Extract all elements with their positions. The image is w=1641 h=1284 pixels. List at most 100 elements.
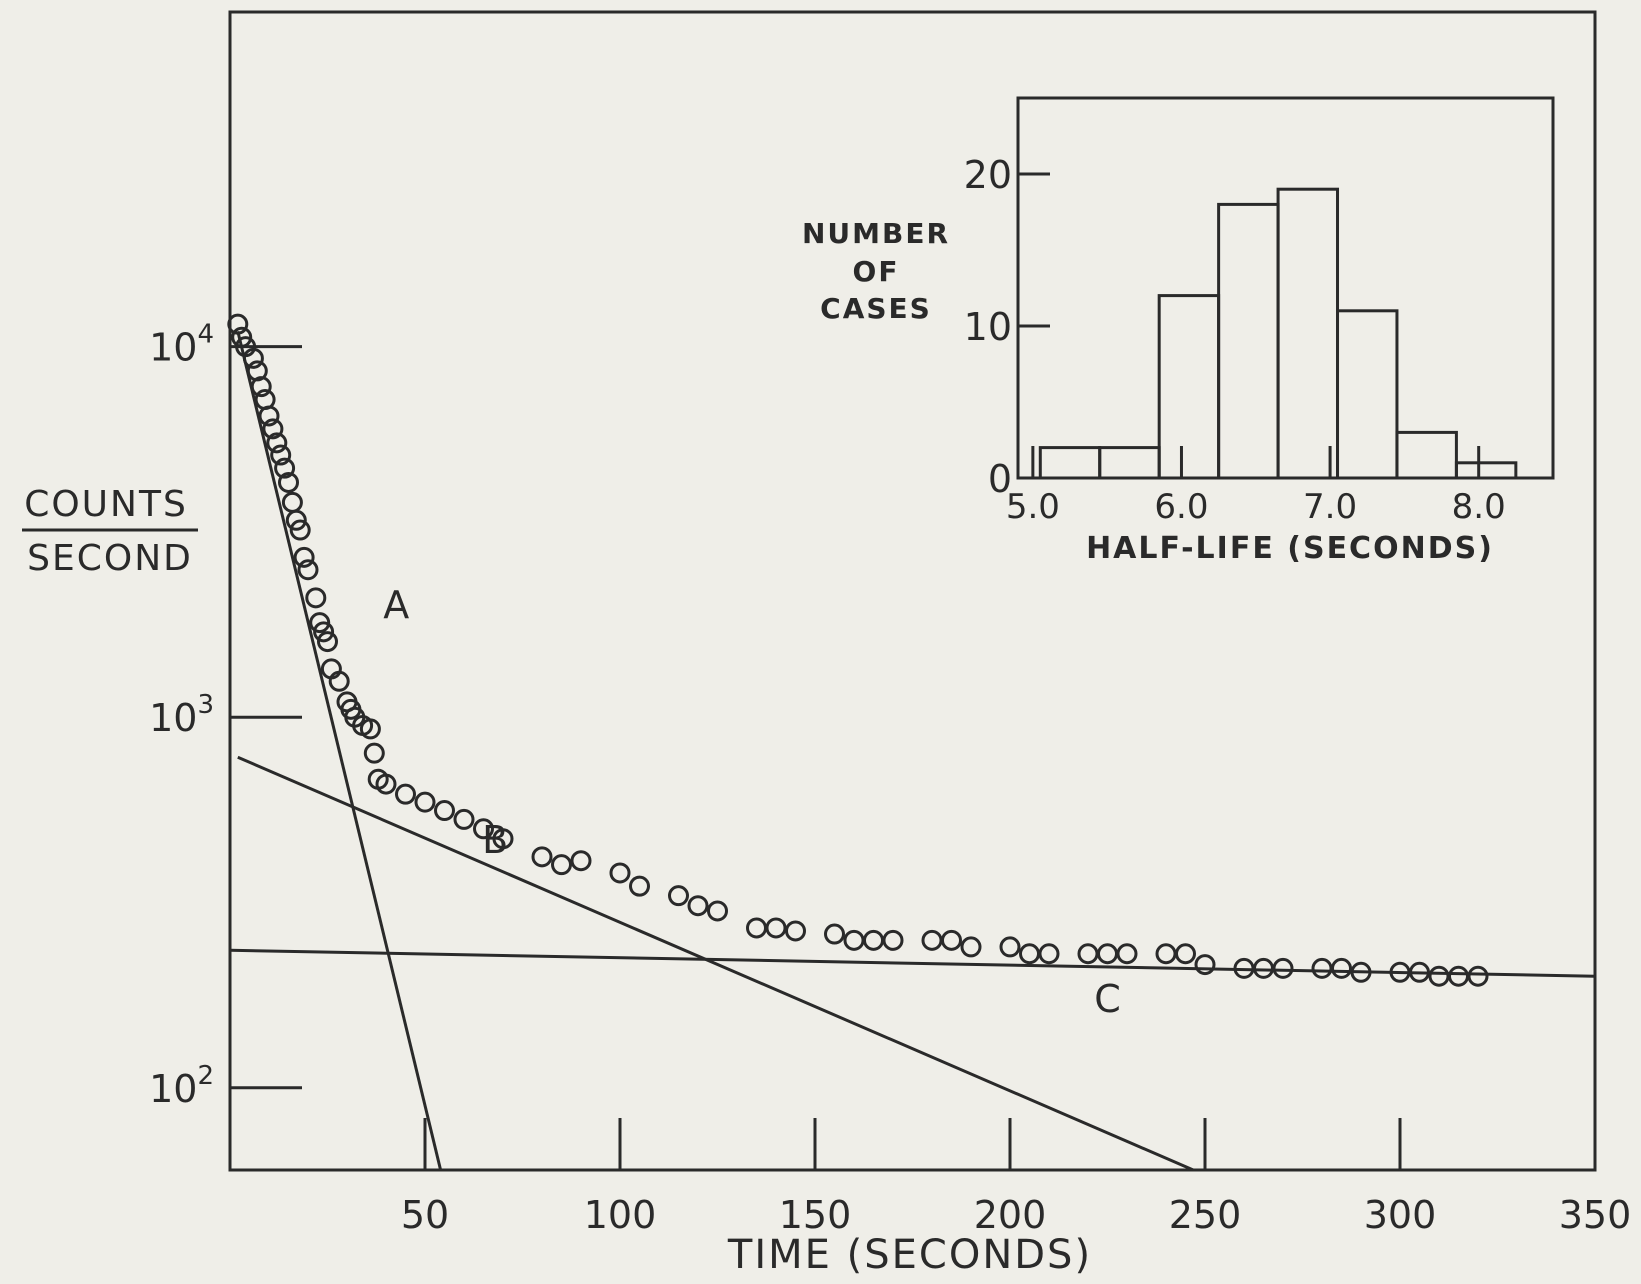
data-point [629,875,650,897]
data-point [551,854,572,876]
y-tick-label-exponent: 2 [197,1061,214,1091]
data-point [434,800,455,822]
data-point [293,546,315,568]
data-point [960,936,982,958]
histogram-bar [1336,309,1399,480]
x-tick-label-350: 350 [1559,1193,1632,1237]
main-y-axis-label-bottom: SECOND [27,538,193,579]
inset-x-tick-label: 5.0 [1006,487,1060,527]
fit-line-A [236,330,443,1171]
inset-y-tick-label: 10 [964,305,1012,349]
data-point [278,471,299,493]
inset-x-axis-label: HALF-LIFE (SECONDS) [1086,531,1494,566]
main-plot-frame [228,10,1597,1172]
data-point [824,923,845,945]
histogram-bar [1395,430,1458,480]
x-tick-label-200: 200 [974,1193,1047,1237]
y-tick-label-base: 10 [149,1067,197,1111]
data-point [1467,965,1489,987]
data-point [1409,961,1430,983]
data-point [328,670,350,692]
data-point [270,444,292,466]
x-tick-label-150: 150 [779,1193,852,1237]
data-point [262,418,284,440]
data-point [668,885,689,907]
data-point [570,850,592,872]
data-point [359,718,381,740]
data-point [941,929,962,951]
data-point [375,773,397,795]
fit-line-label-C: C [1094,977,1121,1021]
x-tick-label-300: 300 [1364,1193,1437,1237]
fit-line-label-A: A [383,583,409,627]
inset-bars [1038,187,1518,480]
y-tick-label-100: 102 [149,1061,214,1111]
data-point [1175,943,1196,965]
y-tick-label-1000: 103 [149,690,214,740]
data-point [274,457,296,479]
inset-x-axis: 5.0 6.0 7.0 8.0 [1006,446,1506,527]
data-point [492,828,514,850]
data-point [1350,961,1372,983]
main-fit-lines: ABC [229,330,1596,1172]
y-tick-label-exponent: 3 [197,690,214,720]
data-point [453,808,475,830]
data-point [707,900,728,922]
x-tick-label-250: 250 [1169,1193,1242,1237]
data-point [785,920,806,942]
data-point [317,631,338,653]
x-tick-label-50: 50 [401,1193,449,1237]
fit-line-B [237,755,1194,1172]
main-x-axis-label: TIME (SECONDS) [727,1232,1092,1278]
data-point [242,347,264,369]
main-data-points [227,313,1489,987]
inset-x-tick-label: 7.0 [1303,487,1357,527]
data-point [305,587,327,609]
data-point [1194,954,1216,976]
data-point [313,621,335,643]
data-point [687,895,709,917]
data-point [531,846,553,868]
inset-plot-frame [1016,96,1555,480]
fit-line-C [229,948,1596,978]
data-point [414,791,436,813]
data-point [285,509,307,531]
data-point [250,376,272,398]
inset-x-tick-label: 6.0 [1154,487,1208,527]
inset-y-axis-label-line-2: OF [853,255,900,288]
inset-y-axis-label-line-3: CASES [820,292,932,325]
main-y-axis-label-top: COUNTS [24,484,188,525]
y-tick-label-10000: 104 [149,320,214,370]
main-x-axis: 50 100 150 200 250 300 350 [401,1118,1631,1237]
data-point [609,862,631,884]
y-tick-label-exponent: 4 [197,320,214,350]
inset-histogram: 5.0 6.0 7.0 8.0 0 10 20 HALF-LIFE (SECONDS) N… [802,96,1555,566]
data-point [258,405,280,427]
inset-y-axis: 0 10 20 [964,153,1050,501]
data-point [297,559,319,581]
data-point [227,313,249,335]
data-point [309,612,331,634]
data-point [1116,943,1138,965]
data-point [882,929,904,951]
inset-y-tick-label: 20 [964,153,1012,197]
inset-x-tick-label: 8.0 [1452,487,1506,527]
data-point [1331,957,1352,979]
data-point [395,783,416,805]
data-point [999,936,1021,958]
data-point [1038,943,1060,965]
y-tick-label-base: 10 [149,326,197,370]
histogram-bar [1454,461,1518,480]
data-point [473,818,494,840]
data-point [231,326,253,348]
x-tick-label-100: 100 [584,1193,657,1237]
inset-y-tick-label: 0 [988,457,1012,501]
data-point [363,742,385,764]
data-point [289,519,311,541]
data-point [765,917,787,939]
inset-y-axis-label-line-1: NUMBER [802,217,950,250]
data-point [266,432,288,454]
data-point [1272,957,1294,979]
